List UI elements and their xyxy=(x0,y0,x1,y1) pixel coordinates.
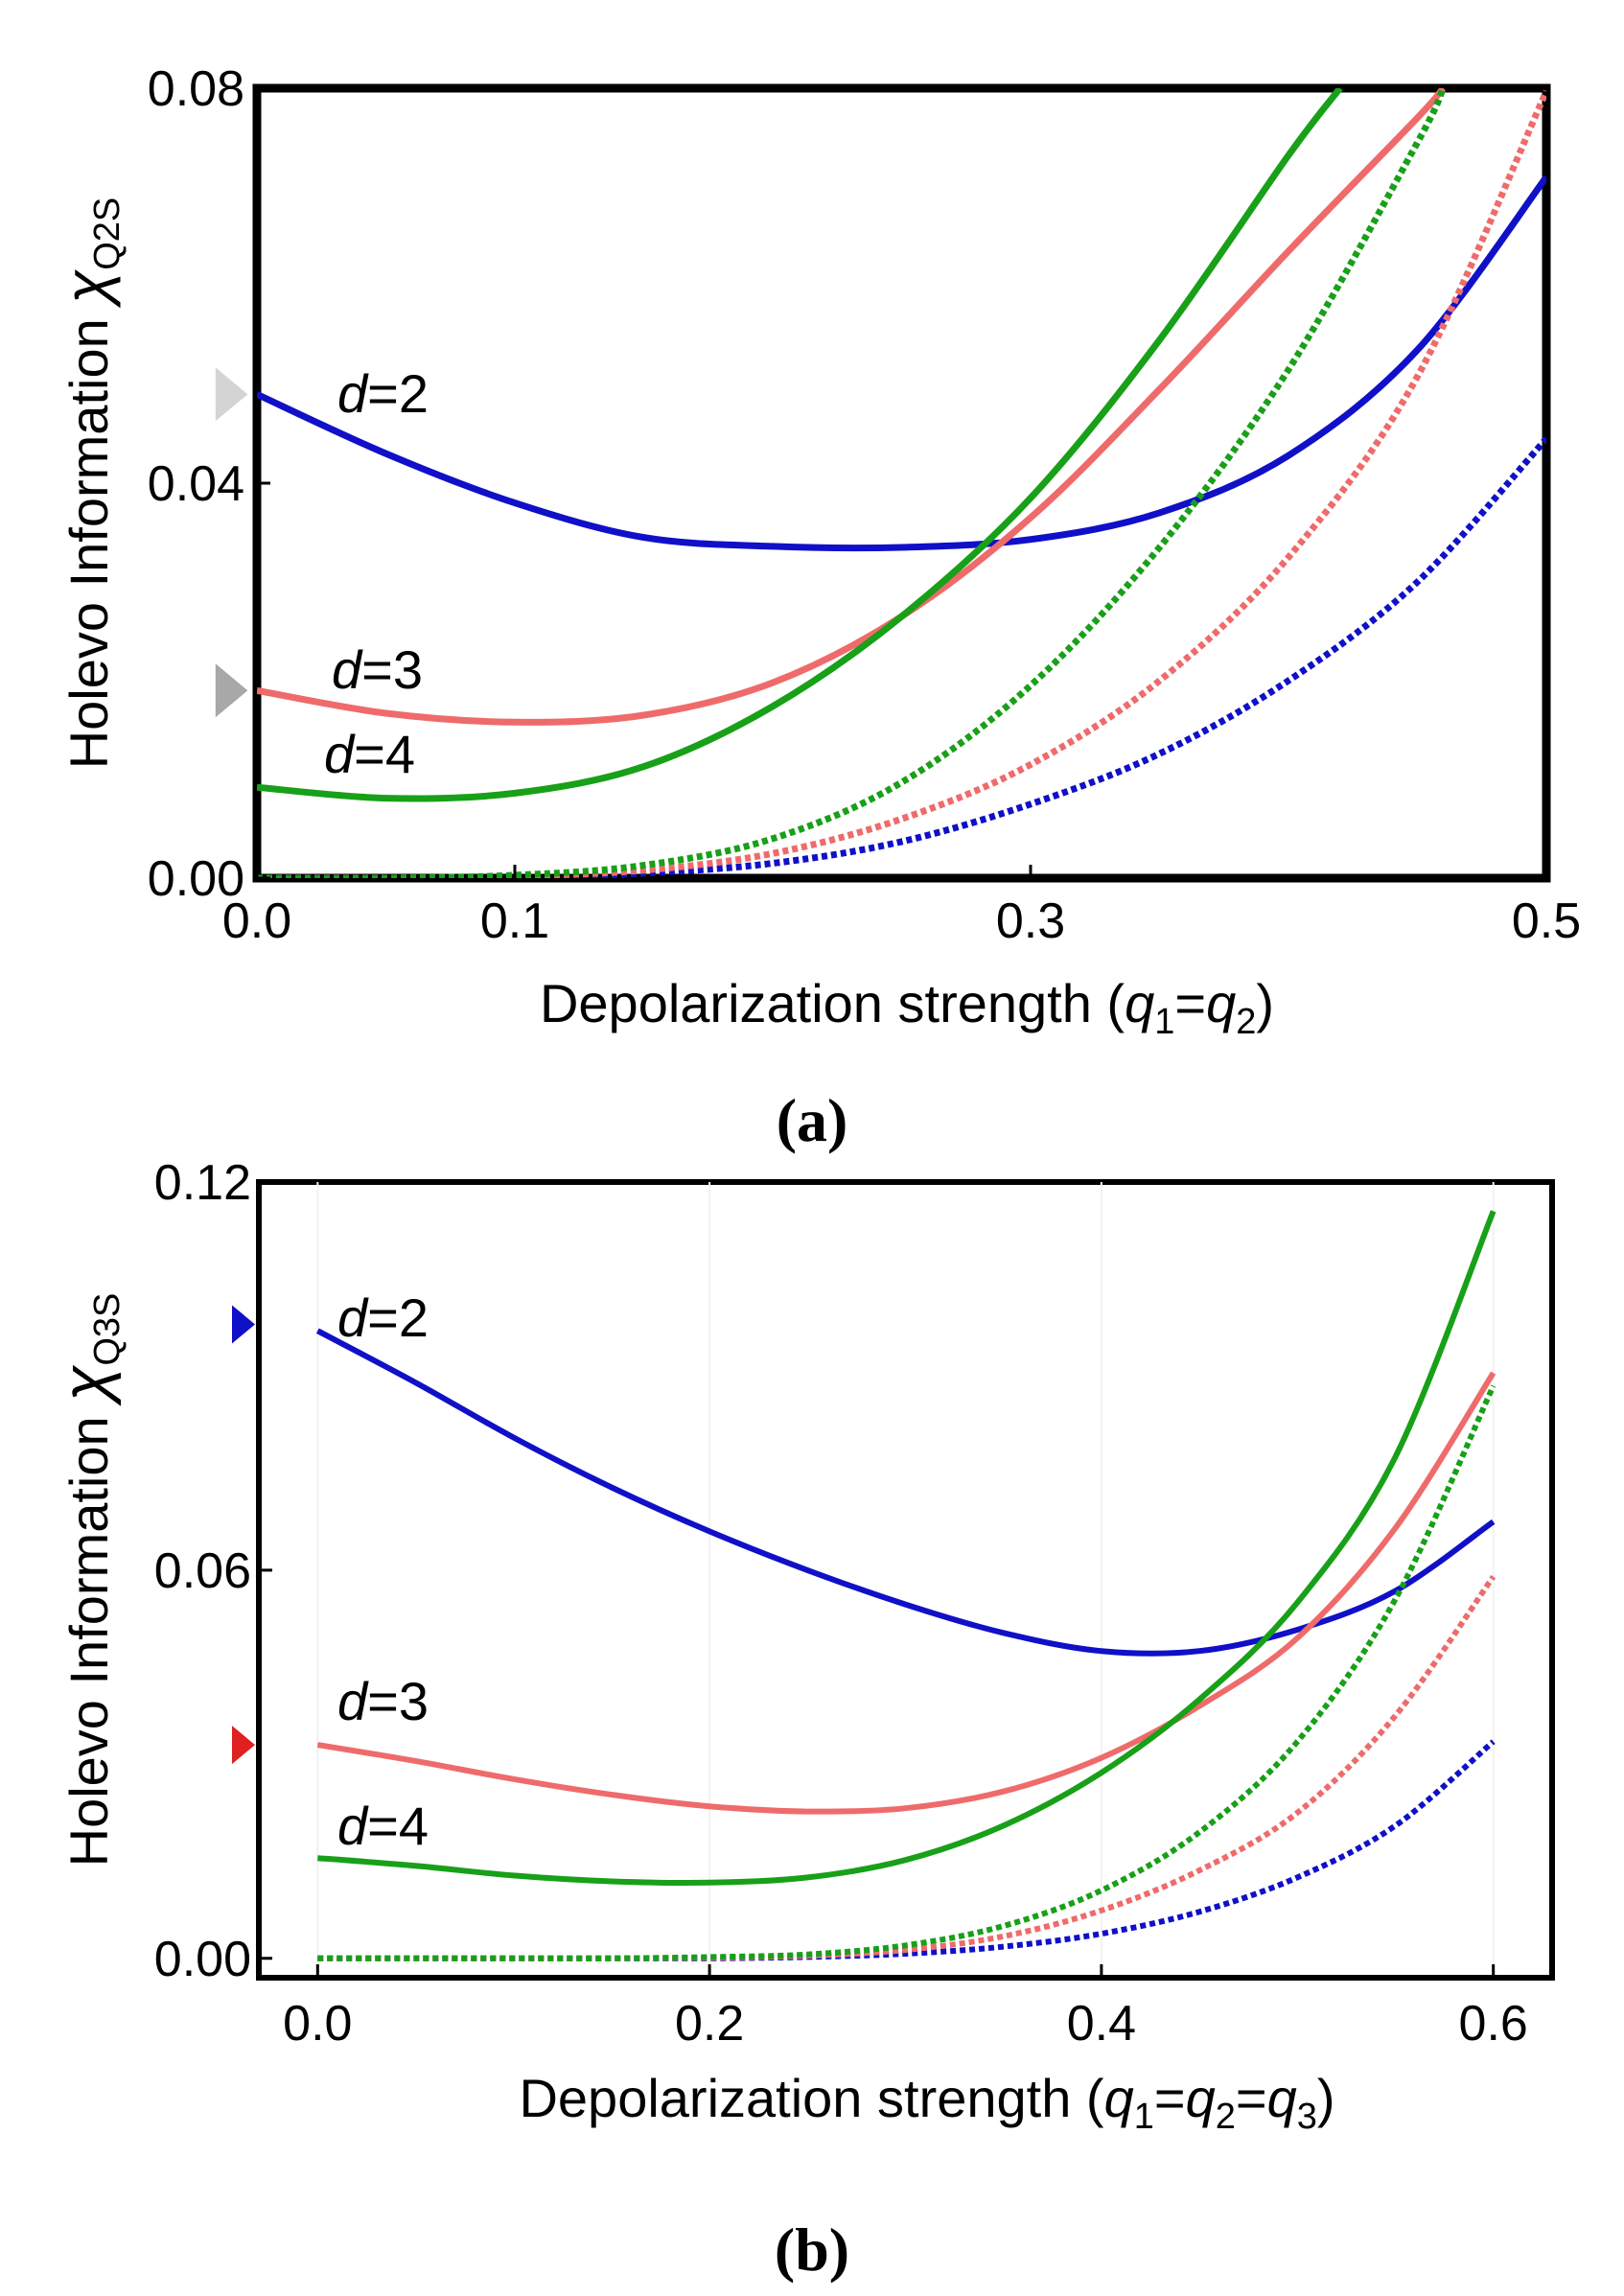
series-line-d4-dotted-b xyxy=(317,1384,1496,1961)
marker-d3-a xyxy=(215,663,248,718)
series-line-d4-solid-a xyxy=(257,88,1343,802)
panel-label-b: (b) xyxy=(775,2215,849,2284)
y-tick-label: 0.00 xyxy=(148,851,244,907)
x-axis-label-b: Depolarization strength (q1=q2=q3) xyxy=(519,2068,1334,2137)
chart-b: 0.0 0.2 0.4 0.6 0.00 0.06 0.12 d=2 d=3 d=4 De… xyxy=(49,1155,1555,2284)
x-tick-label: 0.1 xyxy=(480,893,549,949)
plot-frame-b xyxy=(256,1179,1555,1981)
panel-label-a: (a) xyxy=(777,1086,848,1154)
series-line-d3-solid-b xyxy=(316,1371,1496,1815)
curve-label-d4-b: d=4 xyxy=(337,1796,429,1856)
y-axis-label-b: Holevo Information χQ3S xyxy=(49,1293,128,1867)
y-tick-label: 0.08 xyxy=(148,61,244,117)
y-axis-label-a: Holevo Information χQ2S xyxy=(52,197,128,770)
x-tick-label: 0.3 xyxy=(996,893,1065,949)
y-tick-label: 0.04 xyxy=(148,456,244,512)
series-line-d3-dotted-b xyxy=(317,1574,1496,1961)
y-tick-label: 0.00 xyxy=(154,1932,251,1987)
y-tick-label: 0.06 xyxy=(154,1543,251,1599)
series-line-d4-dotted-a xyxy=(257,88,1447,878)
curve-label-d2-a: d=2 xyxy=(337,363,429,424)
series-line-d2-solid-b xyxy=(315,1328,1496,1657)
y-tick-label: 0.12 xyxy=(154,1155,251,1211)
marker-d2-a xyxy=(215,367,248,422)
series-line-d2-solid-a xyxy=(257,174,1546,552)
x-tick-label: 0.5 xyxy=(1512,893,1581,949)
x-axis-label-a: Depolarization strength (q1=q2) xyxy=(540,973,1274,1042)
series-line-d2-dotted-a xyxy=(257,436,1546,878)
series-line-d4-solid-b xyxy=(317,1210,1496,1887)
marker-d2-b xyxy=(232,1305,255,1344)
x-tick-label: 0.2 xyxy=(675,1996,744,2052)
curve-label-d3-b: d=3 xyxy=(337,1671,429,1731)
curve-label-d2-b: d=2 xyxy=(337,1287,429,1348)
chart-a: 0.0 0.1 0.3 0.5 0.00 0.04 0.08 d=2 d=3 d=4 De… xyxy=(52,61,1581,1154)
series-line-d3-dotted-a xyxy=(257,89,1546,878)
x-tick-label: 0.6 xyxy=(1459,1996,1528,2052)
x-tick-label: 0.0 xyxy=(283,1996,352,2052)
x-tick-label: 0.4 xyxy=(1067,1996,1136,2052)
curve-label-d4-a: d=4 xyxy=(324,724,415,784)
x-tick-label: 0.0 xyxy=(222,893,291,949)
curve-label-d3-a: d=3 xyxy=(332,639,423,700)
marker-d3-b xyxy=(232,1726,255,1765)
